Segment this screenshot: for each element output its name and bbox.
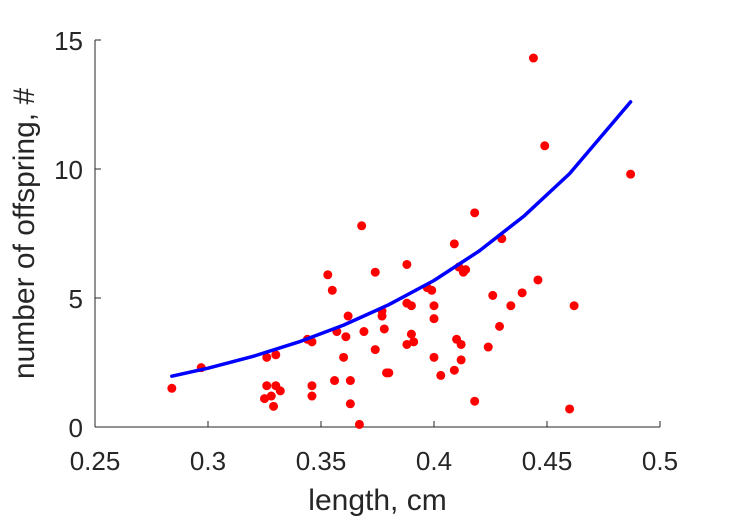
data-point bbox=[323, 270, 333, 280]
data-point bbox=[402, 259, 412, 269]
data-point bbox=[262, 381, 272, 391]
data-point bbox=[456, 339, 466, 349]
data-point bbox=[271, 350, 281, 360]
data-point bbox=[470, 396, 480, 406]
data-point bbox=[406, 301, 416, 311]
data-point bbox=[461, 265, 471, 275]
x-tick-label: 0.4 bbox=[416, 446, 452, 476]
x-tick-label: 0.35 bbox=[296, 446, 347, 476]
data-point bbox=[330, 376, 340, 386]
data-point bbox=[406, 329, 416, 339]
data-point bbox=[377, 311, 387, 321]
x-tick-label: 0.45 bbox=[522, 446, 573, 476]
x-tick-label: 0.3 bbox=[190, 446, 226, 476]
data-point bbox=[341, 332, 351, 342]
data-point bbox=[569, 301, 579, 311]
data-point bbox=[626, 169, 636, 179]
y-axis-label: number of offspring, # bbox=[8, 88, 41, 380]
data-point bbox=[327, 285, 337, 295]
data-point bbox=[456, 355, 466, 365]
data-point bbox=[506, 301, 516, 311]
data-point bbox=[402, 339, 412, 349]
data-point bbox=[495, 321, 505, 331]
data-point bbox=[269, 401, 279, 411]
y-tick-label: 0 bbox=[69, 413, 83, 443]
x-axis-label: length, cm bbox=[308, 484, 446, 517]
data-point bbox=[429, 352, 439, 362]
data-point bbox=[379, 324, 389, 334]
data-point bbox=[345, 376, 355, 386]
data-point bbox=[533, 275, 543, 285]
data-point bbox=[429, 301, 439, 311]
data-point bbox=[370, 267, 380, 277]
data-point bbox=[565, 404, 575, 414]
data-point bbox=[307, 391, 317, 401]
data-point bbox=[307, 381, 317, 391]
y-tick-label: 5 bbox=[69, 284, 83, 314]
data-point bbox=[275, 386, 285, 396]
data-point bbox=[449, 365, 459, 375]
y-tick-label: 10 bbox=[54, 155, 83, 185]
data-point bbox=[409, 337, 419, 347]
y-tick-label: 15 bbox=[54, 26, 83, 56]
data-point bbox=[483, 342, 493, 352]
data-point bbox=[354, 419, 364, 429]
data-point bbox=[343, 311, 353, 321]
data-point bbox=[370, 345, 380, 355]
data-point bbox=[427, 285, 437, 295]
data-point bbox=[384, 368, 394, 378]
data-point bbox=[266, 391, 276, 401]
data-point bbox=[357, 221, 367, 231]
data-point bbox=[517, 288, 527, 298]
data-point bbox=[262, 352, 272, 362]
fit-line bbox=[170, 100, 633, 378]
x-tick-label: 0.25 bbox=[70, 446, 121, 476]
data-point bbox=[488, 290, 498, 300]
data-point bbox=[359, 327, 369, 337]
data-point bbox=[260, 394, 269, 404]
x-axis-ticks: 0.25 0.3 0.35 0.4 0.45 0.5 bbox=[70, 421, 678, 476]
data-point bbox=[167, 383, 177, 393]
data-point bbox=[540, 141, 550, 151]
y-axis-ticks: 0 5 10 15 bbox=[54, 26, 101, 443]
data-point bbox=[436, 370, 446, 380]
plot-area bbox=[167, 53, 636, 429]
x-tick-label: 0.5 bbox=[642, 446, 678, 476]
data-point bbox=[339, 352, 349, 362]
data-point bbox=[470, 208, 480, 218]
data-point bbox=[429, 314, 439, 324]
data-point bbox=[345, 399, 355, 409]
data-point bbox=[449, 239, 459, 249]
data-point bbox=[528, 53, 538, 63]
axes bbox=[94, 40, 660, 428]
